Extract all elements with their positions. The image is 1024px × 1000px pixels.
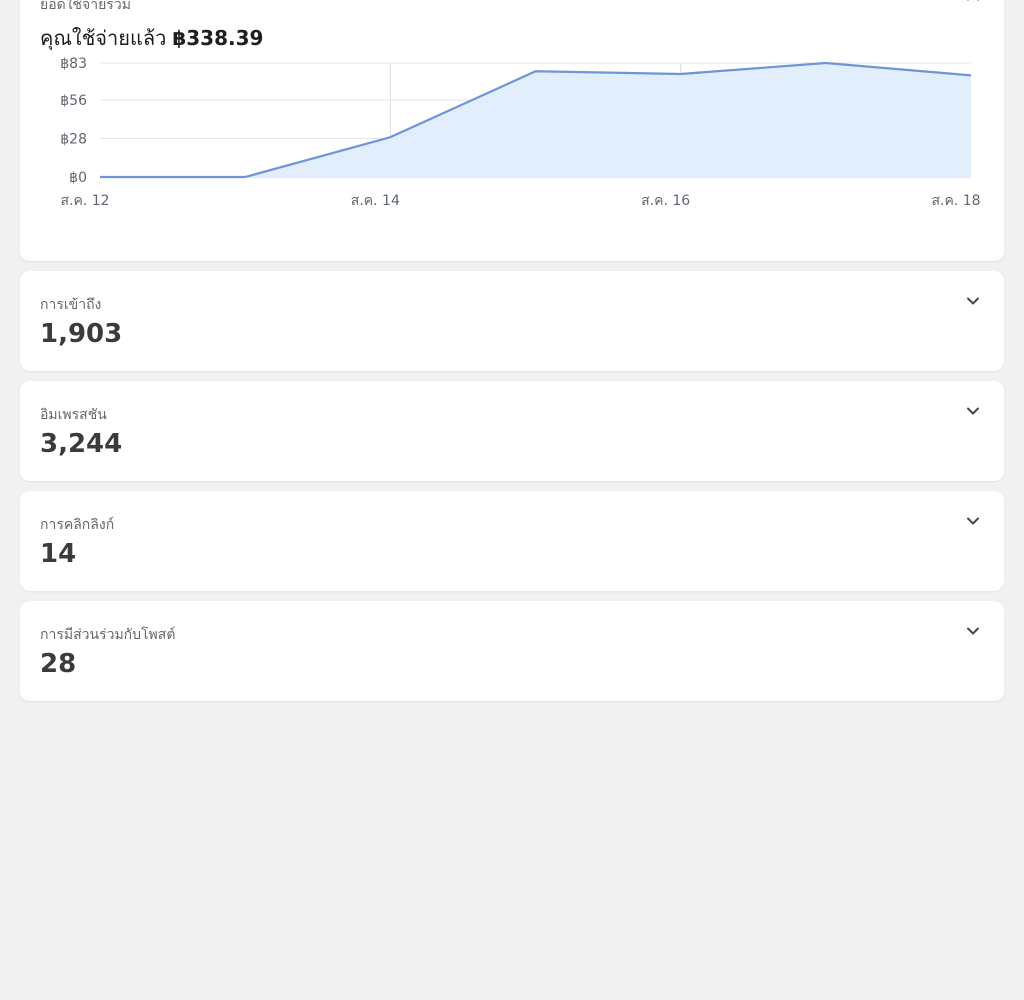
metric-value-link-clicks: 14 (40, 539, 77, 569)
series-area (100, 63, 971, 177)
metric-card-post-engagement[interactable]: การมีส่วนร่วมกับโพสต์ 28 (20, 601, 1004, 701)
y-tick-label: ฿56 (60, 93, 87, 109)
spend-chart: ฿0 ฿28 ฿56 ฿83 ส.ค. 12 ส.ค. 14 ส.ค. 16 ส.ค. 18 (60, 56, 980, 209)
chevron-down-icon[interactable] (964, 292, 982, 310)
x-tick-label: ส.ค. 18 (931, 193, 980, 209)
y-tick-label: ฿0 (69, 170, 87, 186)
metric-label-post-engagement: การมีส่วนร่วมกับโพสต์ (40, 627, 176, 643)
x-tick-label: ส.ค. 14 (351, 193, 400, 209)
x-tick-label: ส.ค. 12 (60, 193, 109, 209)
chevron-down-icon[interactable] (964, 622, 982, 640)
metric-card-reach[interactable]: การเข้าถึง 1,903 (20, 271, 1004, 371)
metric-label-reach: การเข้าถึง (40, 297, 102, 313)
spend-total-prefix: คุณใช้จ่ายแล้ว (40, 26, 167, 50)
metric-label-link-clicks: การคลิกลิงก์ (40, 517, 115, 533)
metric-card-link-clicks[interactable]: การคลิกลิงก์ 14 (20, 491, 1004, 591)
metric-value-impressions: 3,244 (40, 429, 123, 459)
metric-label-impressions: อิมเพรสชัน (40, 407, 107, 423)
metric-card-impressions[interactable]: อิมเพรสชัน 3,244 (20, 381, 1004, 481)
spend-total-amount: ฿338.39 (172, 26, 264, 50)
metric-value-reach: 1,903 (40, 319, 123, 349)
metric-value-post-engagement: 28 (40, 649, 77, 679)
spend-total: คุณใช้จ่ายแล้ว ฿338.39 (40, 22, 263, 54)
spend-label: ยอดใช้จ่ายรวม (40, 0, 131, 13)
chevron-down-icon[interactable] (964, 402, 982, 420)
spend-card[interactable]: ยอดใช้จ่ายรวม คุณใช้จ่ายแล้ว ฿338.39 ฿0 ฿2… (20, 0, 1004, 261)
y-tick-label: ฿28 (60, 132, 87, 148)
chevron-down-icon[interactable] (964, 512, 982, 530)
y-tick-label: ฿83 (60, 56, 87, 72)
x-tick-label: ส.ค. 16 (641, 193, 690, 209)
